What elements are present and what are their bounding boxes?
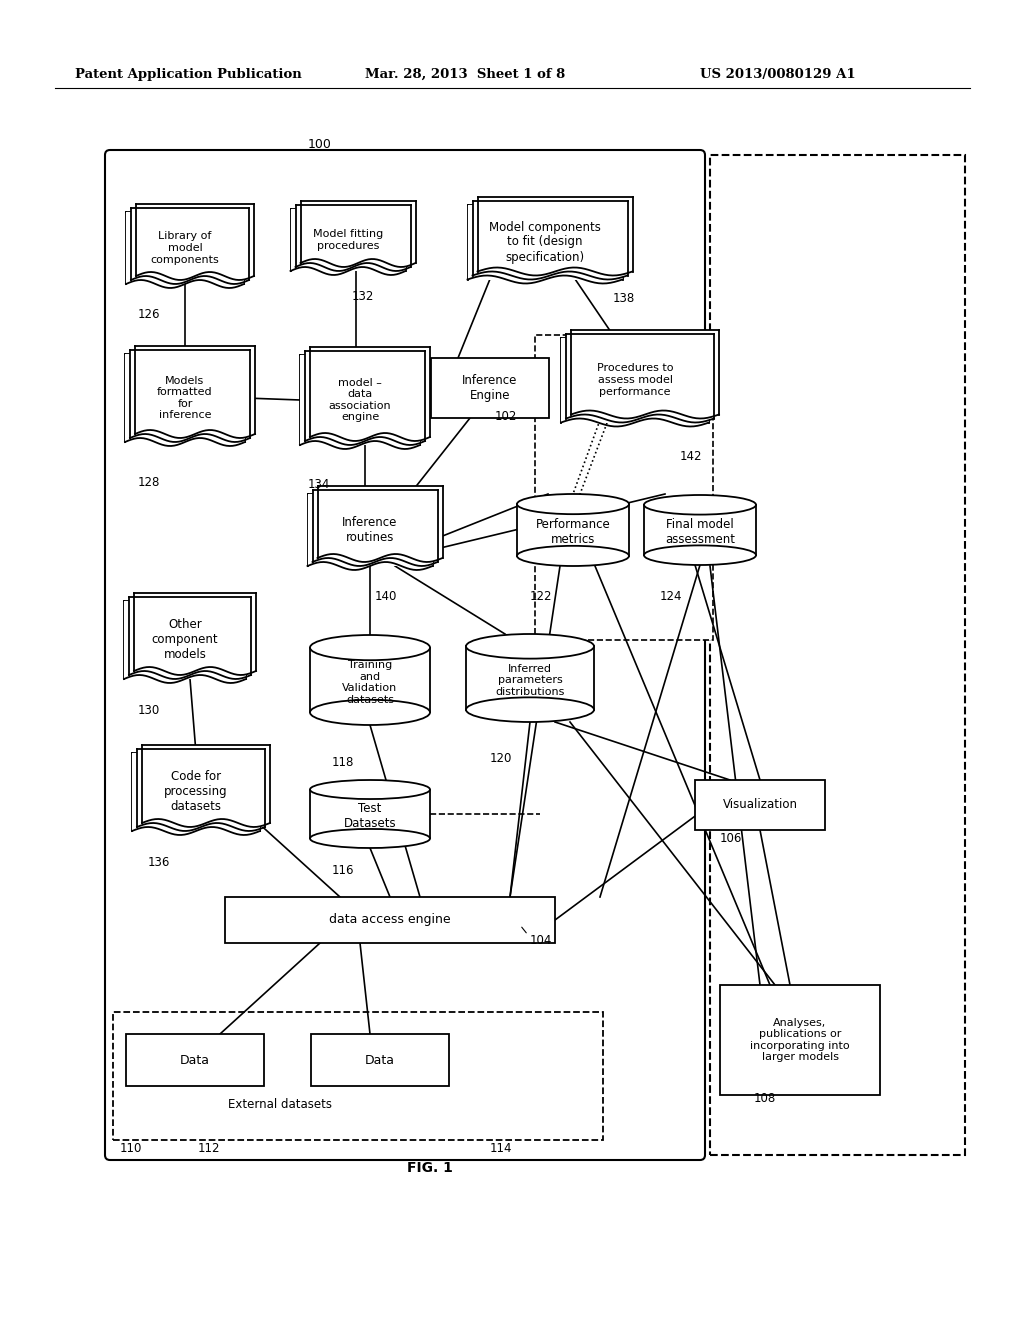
Text: 114: 114 [490, 1142, 512, 1155]
Bar [225, 898, 555, 942]
Text: Code for
processing
datasets: Code for processing datasets [164, 771, 227, 813]
Text: Model components
to fit (design
specification): Model components to fit (design specific… [489, 220, 601, 264]
Bar [310, 648, 430, 713]
Text: 104: 104 [530, 933, 552, 946]
Text: 136: 136 [148, 855, 170, 869]
Ellipse shape [466, 634, 594, 659]
Text: Performance
metrics: Performance metrics [536, 517, 610, 546]
Text: data access engine: data access engine [329, 913, 451, 927]
Text: Library of
model
components: Library of model components [151, 231, 219, 264]
Bar [291, 209, 406, 271]
FancyBboxPatch shape [113, 1012, 603, 1140]
Bar [300, 355, 420, 445]
Text: 126: 126 [138, 309, 161, 322]
Ellipse shape [466, 697, 594, 722]
Text: 108: 108 [754, 1092, 776, 1105]
Text: Models
formatted
for
inference: Models formatted for inference [158, 376, 213, 420]
Text: Inference
routines: Inference routines [342, 516, 397, 544]
Bar [124, 601, 246, 678]
Bar [571, 330, 719, 414]
Text: 102: 102 [495, 409, 517, 422]
Bar [132, 752, 260, 832]
Text: 124: 124 [660, 590, 683, 602]
Text: 100: 100 [308, 139, 332, 150]
Text: model –
data
association
engine: model – data association engine [329, 378, 391, 422]
Text: Model fitting
procedures: Model fitting procedures [313, 230, 383, 251]
Bar [466, 647, 594, 710]
Text: Procedures to
assess model
performance: Procedures to assess model performance [597, 363, 673, 396]
Ellipse shape [517, 546, 629, 566]
Ellipse shape [310, 635, 430, 660]
Text: Mar. 28, 2013  Sheet 1 of 8: Mar. 28, 2013 Sheet 1 of 8 [365, 69, 565, 81]
Text: Patent Application Publication: Patent Application Publication [75, 69, 302, 81]
Bar [561, 338, 709, 422]
Text: 106: 106 [720, 832, 742, 845]
Bar [305, 351, 425, 441]
Bar [135, 346, 255, 434]
Text: 132: 132 [352, 290, 375, 304]
Text: External datasets: External datasets [228, 1098, 332, 1111]
Bar [129, 597, 251, 675]
Text: Training
and
Validation
datasets: Training and Validation datasets [342, 660, 397, 705]
Bar [125, 354, 245, 442]
Text: Other
component
models: Other component models [152, 619, 218, 661]
Bar [317, 486, 442, 558]
Text: Final model
assessment: Final model assessment [665, 517, 735, 546]
Text: Data: Data [365, 1053, 395, 1067]
Ellipse shape [310, 780, 430, 799]
Text: 138: 138 [613, 292, 635, 305]
Text: Analyses,
publications or
incorporating into
larger models: Analyses, publications or incorporating … [751, 1018, 850, 1063]
Bar [477, 197, 633, 272]
Bar [517, 504, 629, 556]
Bar [695, 780, 825, 830]
Bar [307, 494, 432, 566]
Ellipse shape [644, 495, 756, 515]
Bar [472, 201, 628, 276]
Text: Test
Datasets: Test Datasets [344, 803, 396, 830]
Text: 130: 130 [138, 704, 160, 717]
Bar [431, 358, 549, 418]
Bar [310, 789, 430, 838]
Bar [468, 205, 623, 280]
Text: 120: 120 [490, 751, 512, 764]
Ellipse shape [310, 700, 430, 725]
Text: 110: 110 [120, 1142, 142, 1155]
Bar [720, 985, 880, 1096]
Bar [126, 213, 244, 284]
Ellipse shape [644, 545, 756, 565]
Text: 140: 140 [375, 590, 397, 603]
FancyBboxPatch shape [105, 150, 705, 1160]
Bar [137, 748, 265, 828]
Ellipse shape [310, 829, 430, 847]
Bar [142, 744, 270, 822]
Text: Inference
Engine: Inference Engine [462, 374, 518, 403]
Ellipse shape [517, 494, 629, 515]
Bar [300, 201, 416, 263]
Text: Visualization: Visualization [723, 799, 798, 812]
Text: US 2013/0080129 A1: US 2013/0080129 A1 [700, 69, 856, 81]
FancyBboxPatch shape [710, 154, 965, 1155]
Text: 134: 134 [308, 478, 331, 491]
Bar [312, 490, 437, 562]
Bar [311, 1034, 449, 1086]
Text: 116: 116 [332, 863, 354, 876]
Text: 112: 112 [198, 1142, 220, 1155]
Bar [131, 209, 249, 280]
Bar [566, 334, 714, 418]
Bar [136, 205, 254, 276]
Bar [310, 347, 430, 437]
Bar [134, 593, 256, 671]
Text: 128: 128 [138, 475, 161, 488]
Bar [296, 205, 411, 267]
Text: 118: 118 [332, 755, 354, 768]
FancyBboxPatch shape [535, 335, 713, 640]
Bar [644, 504, 756, 556]
Bar [130, 350, 250, 438]
Bar [126, 1034, 264, 1086]
Text: Inferred
parameters
distributions: Inferred parameters distributions [496, 664, 564, 697]
Text: 122: 122 [530, 590, 553, 602]
Text: 142: 142 [680, 450, 702, 462]
Text: FIG. 1: FIG. 1 [408, 1162, 453, 1175]
Text: Data: Data [180, 1053, 210, 1067]
